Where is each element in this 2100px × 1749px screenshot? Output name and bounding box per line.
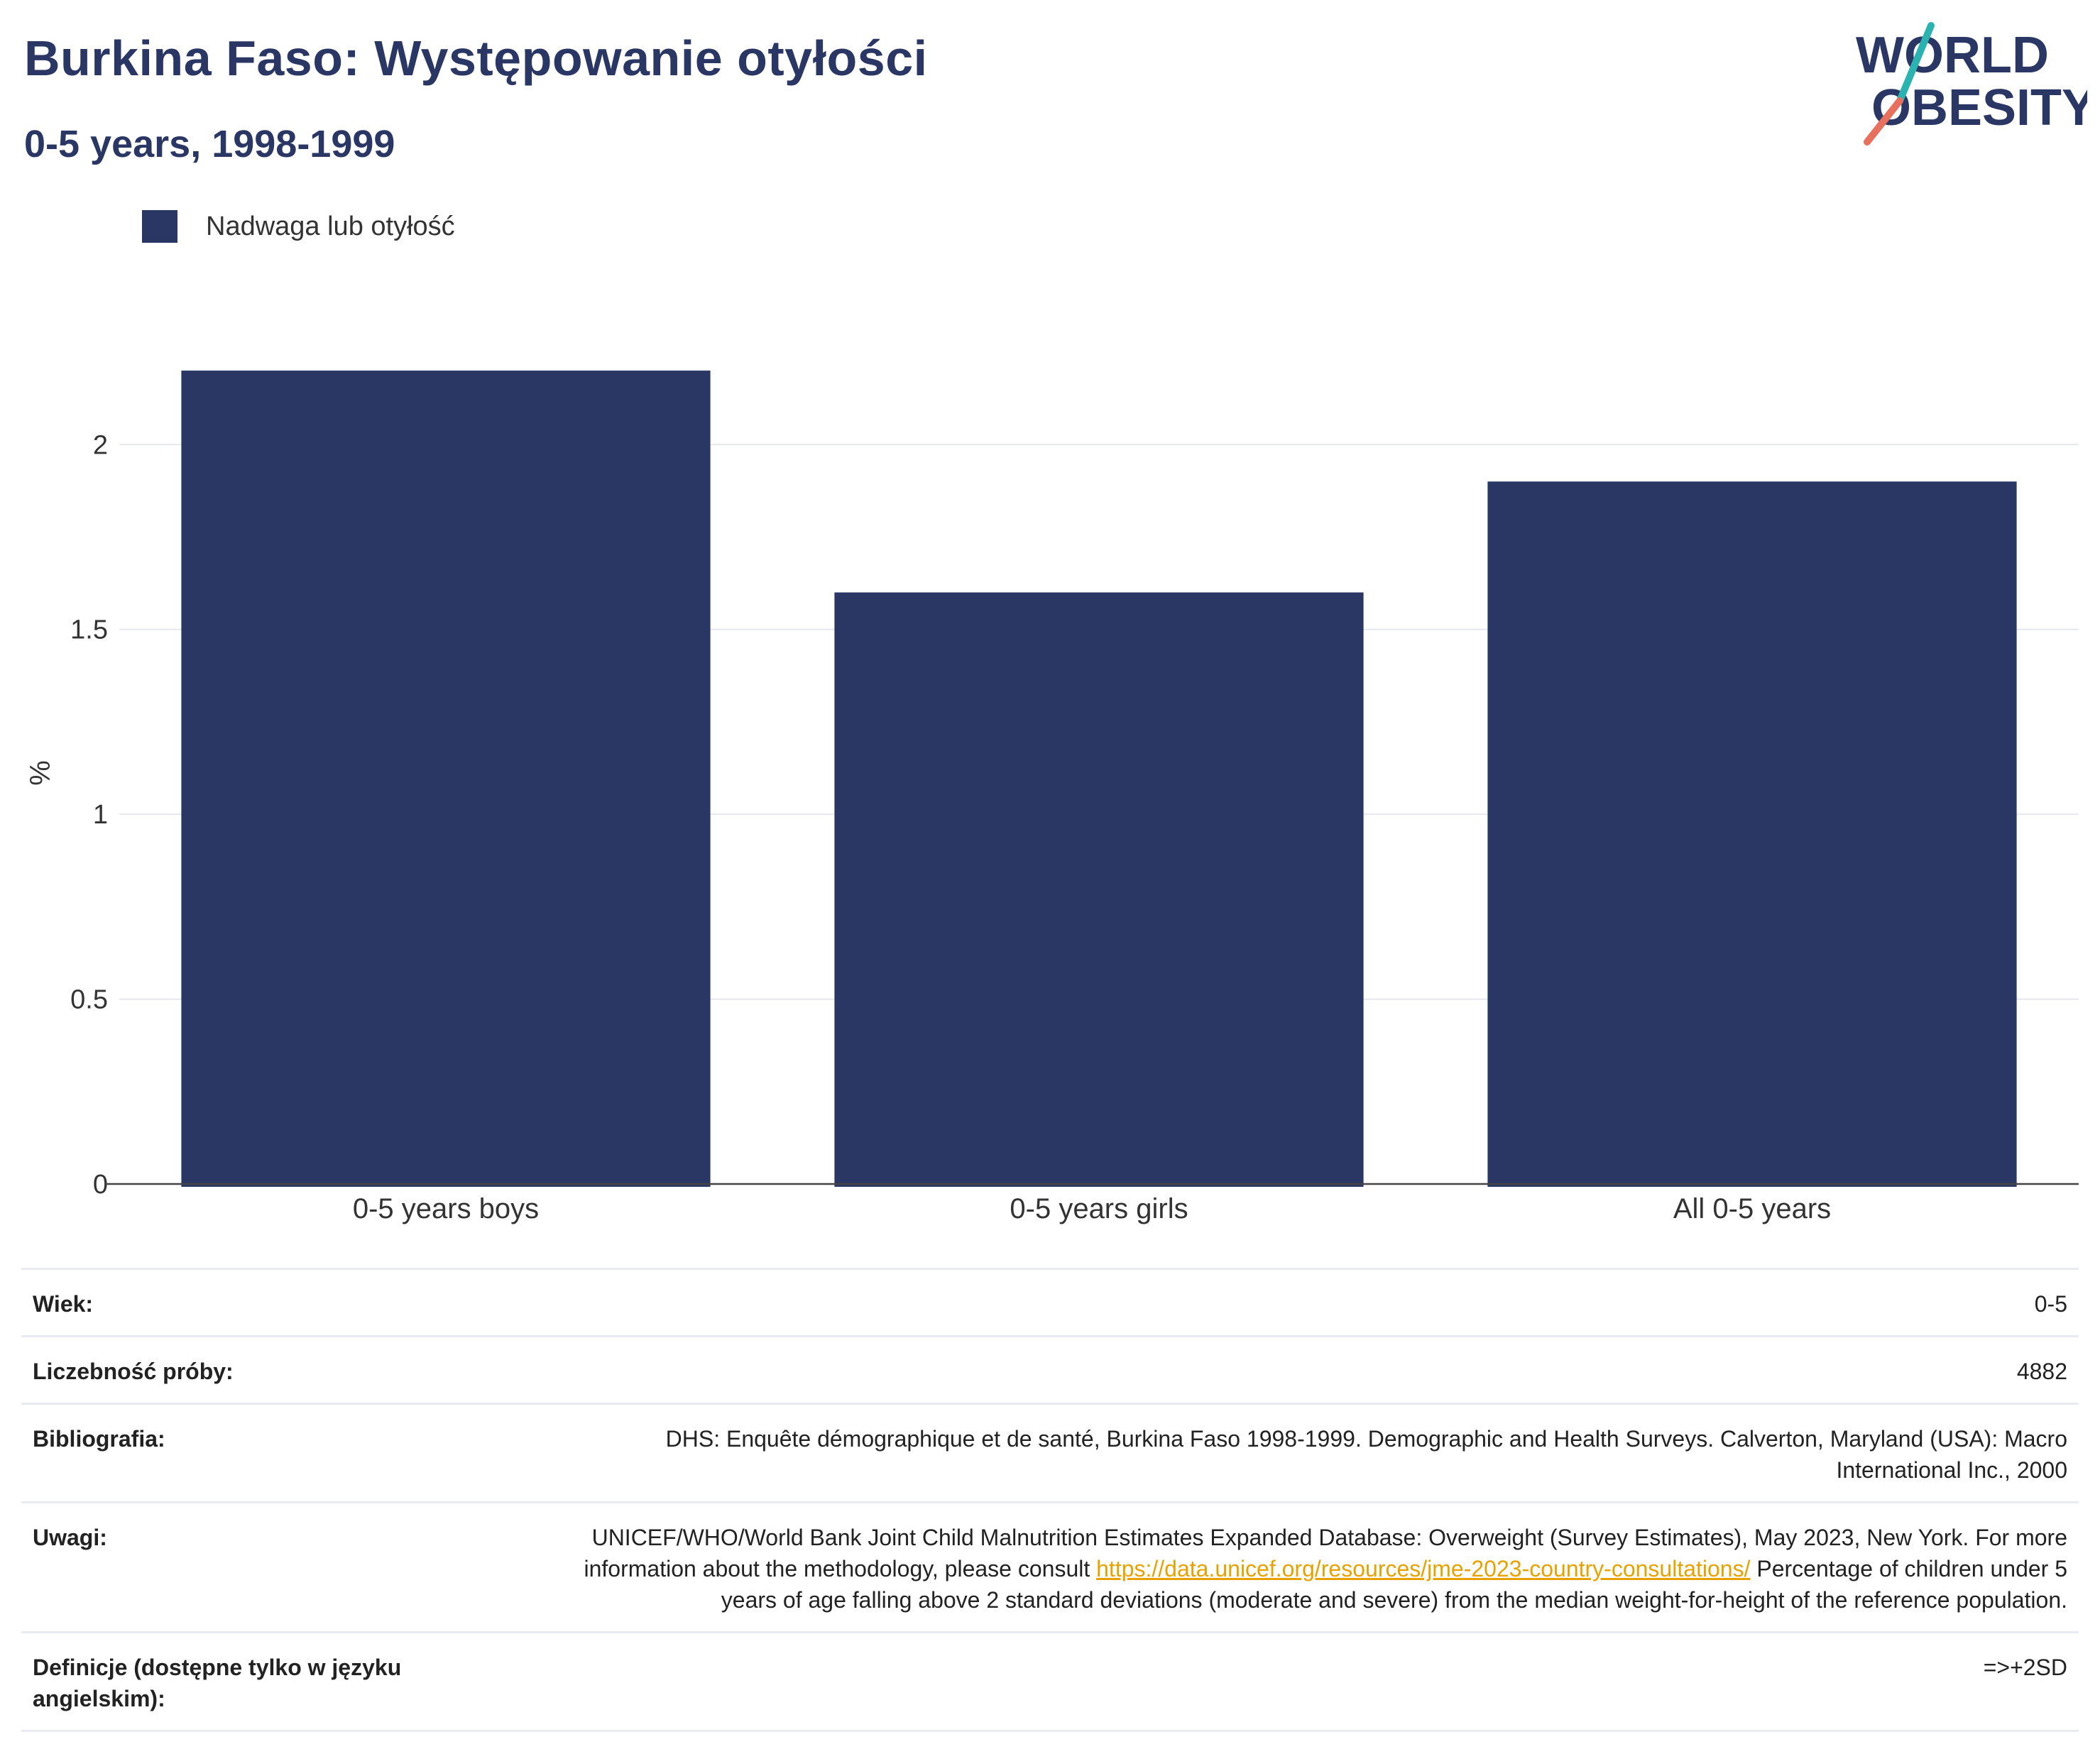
info-row-bibliography: Bibliografia: DHS: Enquête démographique… [21, 1403, 2079, 1501]
y-tick-label: 1.5 [70, 615, 108, 645]
info-value: UNICEF/WHO/World Bank Joint Child Malnut… [576, 1522, 2067, 1616]
logo-word-world: WORLD [1856, 27, 2049, 84]
info-key: Bibliografia: [33, 1426, 165, 1452]
info-value: DHS: Enquête démographique et de santé, … [665, 1426, 2067, 1483]
notes-text-post: Percentage of children under 5 years of … [721, 1556, 2067, 1613]
bar [834, 592, 1364, 1187]
legend-label: Nadwaga lub otyłość [206, 211, 455, 241]
world-obesity-logo[interactable]: WORLD OBESITY [1853, 20, 2087, 148]
y-tick-label: 1 [93, 800, 108, 830]
info-row-definitions: Definicje (dostępne tylko w języku angie… [21, 1631, 2079, 1732]
x-tick-label: 0-5 years boys [353, 1193, 539, 1224]
info-row-age: Wiek: 0-5 [21, 1268, 2079, 1335]
x-tick-label: 0-5 years girls [1010, 1193, 1188, 1224]
info-table: Wiek: 0-5 Liczebność próby: 4882 Bibliog… [21, 1268, 2079, 1732]
y-tick-label: 0.5 [70, 985, 108, 1015]
methodology-link[interactable]: https://data.unicef.org/resources/jme-20… [1096, 1556, 1751, 1581]
logo-slash-teal [1896, 22, 1935, 104]
chart-subtitle: 0-5 years, 1998-1999 [24, 123, 395, 165]
bar-chart: 0 0.5 1 1.5 2% 0-5 years boys 0-5 years girls A… [25, 371, 2079, 1224]
y-tick-label: 0 [93, 1170, 108, 1200]
bar [1487, 481, 2017, 1187]
logo-slash-coral [1864, 97, 1903, 146]
legend[interactable]: Nadwaga lub otyłość [142, 210, 455, 243]
x-tick-label: All 0-5 years [1673, 1193, 1831, 1224]
legend-swatch [142, 210, 177, 243]
bar [181, 371, 711, 1188]
y-tick-label: 2 [93, 430, 108, 460]
info-row-notes: Uwagi: UNICEF/WHO/World Bank Joint Child… [21, 1501, 2079, 1631]
info-value: =>+2SD [1983, 1655, 2067, 1680]
info-row-sample-size: Liczebność próby: 4882 [21, 1335, 2079, 1403]
chart-title: Burkina Faso: Występowanie otyłości [24, 31, 928, 86]
info-key: Liczebność próby: [33, 1359, 234, 1384]
info-key: Uwagi: [33, 1525, 107, 1550]
info-key: Wiek: [33, 1291, 94, 1317]
info-value: 0-5 [2034, 1291, 2067, 1317]
y-axis-label: % [25, 760, 56, 786]
info-key: Definicje (dostępne tylko w języku angie… [33, 1655, 402, 1711]
info-value: 4882 [2016, 1359, 2067, 1384]
notes-text-pre: UNICEF/WHO/World Bank Joint Child Malnut… [584, 1525, 2067, 1581]
